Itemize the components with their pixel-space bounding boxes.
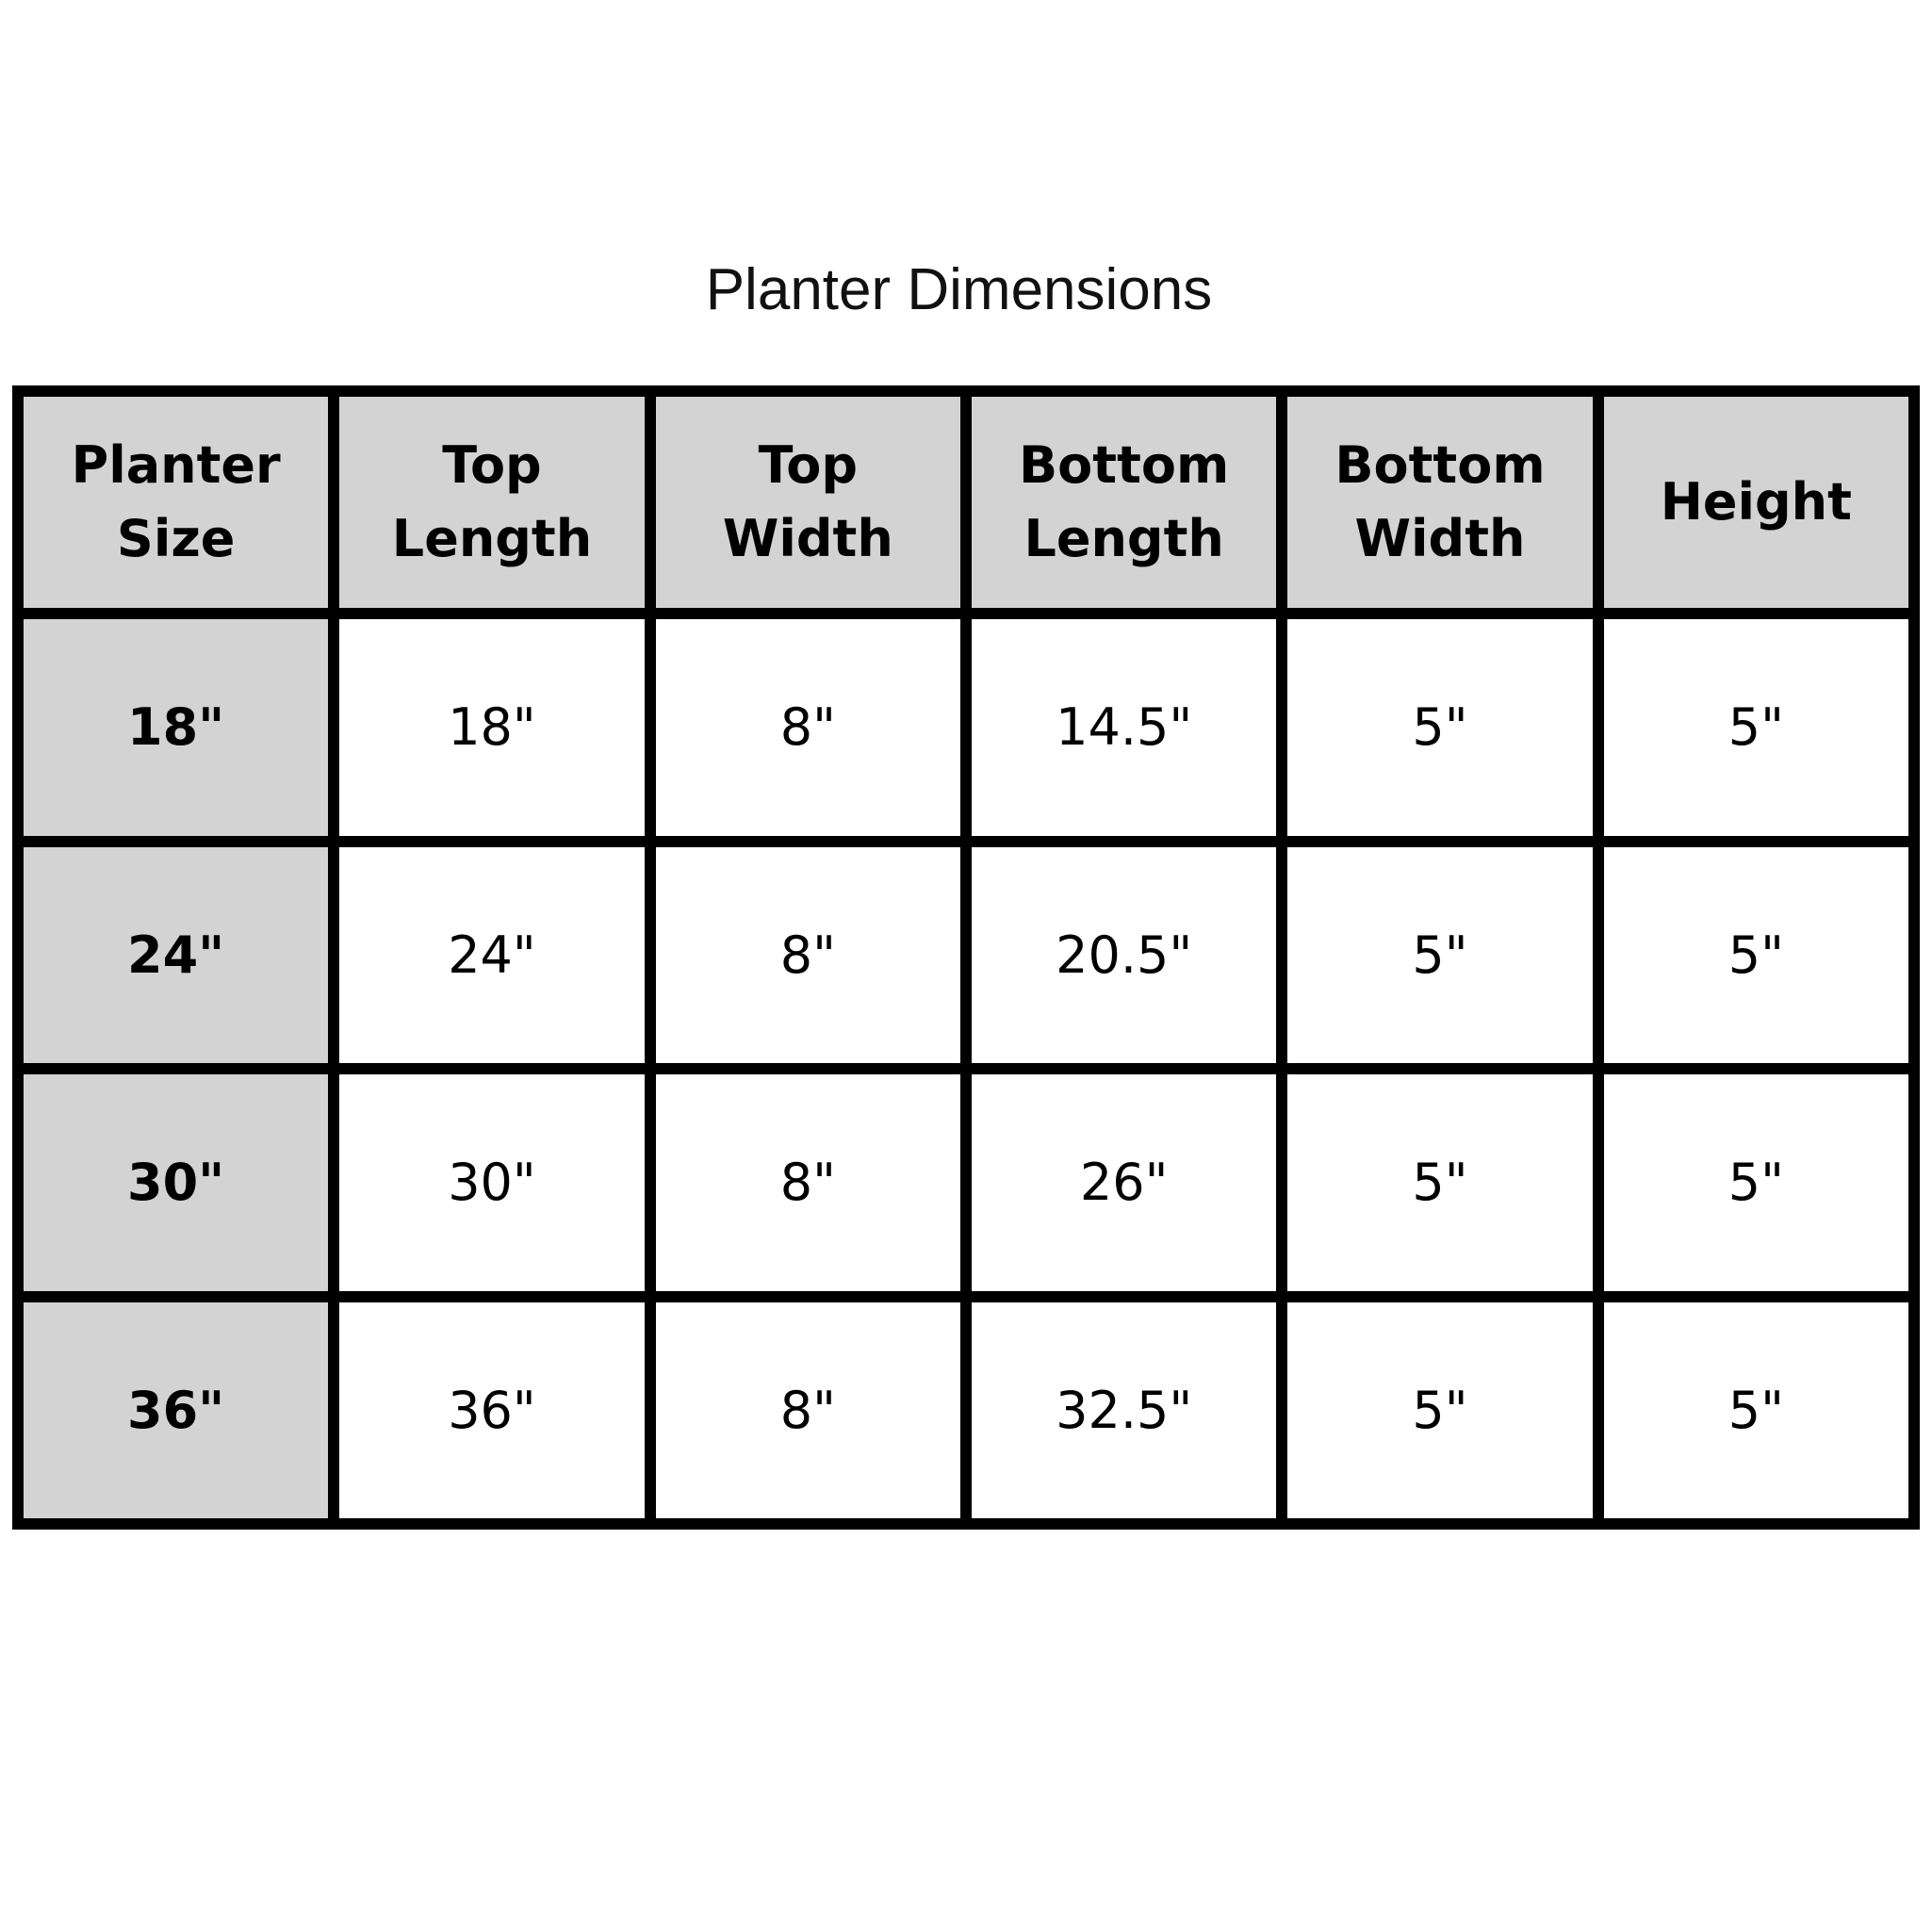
header-text-line: Size (116, 509, 236, 568)
cell-height: 5" (1592, 835, 1921, 1074)
cell-bottom-length: 32.5" (959, 1290, 1288, 1530)
cell-top-width: 8" (644, 608, 972, 847)
cell-height: 5" (1592, 608, 1921, 847)
cell-bottom-length: 26" (959, 1063, 1288, 1302)
cell-planter-size: 30" (11, 1063, 340, 1302)
header-text-line: Bottom (1019, 435, 1230, 495)
header-text-line: Top (758, 435, 859, 495)
header-text-line: Top (442, 435, 542, 495)
header-text-line: Length (391, 509, 593, 568)
header-text-line: Length (1023, 509, 1224, 568)
table-row: 36" 36" 8" 32.5" 5" 5" (11, 1290, 1921, 1530)
cell-bottom-width: 5" (1276, 1063, 1604, 1302)
header-row: Planter Size Top Length Top Width Bottom Length… (11, 385, 1921, 619)
cell-top-width: 8" (644, 1063, 972, 1302)
header-planter-size: Planter Size (11, 385, 340, 619)
cell-top-length: 36" (328, 1290, 656, 1530)
table-row: 24" 24" 8" 20.5" 5" 5" (11, 835, 1921, 1074)
cell-height: 5" (1592, 1290, 1921, 1530)
cell-planter-size: 24" (11, 835, 340, 1074)
cell-bottom-width: 5" (1276, 1290, 1604, 1530)
header-top-length: Top Length (328, 385, 656, 619)
header-text-line: Height (1660, 472, 1852, 532)
header-text-line: Planter (71, 435, 281, 495)
cell-bottom-length: 14.5" (959, 608, 1288, 847)
header-text-line: Width (1354, 509, 1526, 568)
cell-height: 5" (1592, 1063, 1921, 1302)
page-title: Planter Dimensions (705, 257, 1213, 322)
table-row: 18" 18" 8" 14.5" 5" 5" (11, 608, 1921, 847)
cell-top-width: 8" (644, 1290, 972, 1530)
header-top-width: Top Width (644, 385, 972, 619)
planter-dimensions-table: Planter Size Top Length Top Width Bottom Length… (11, 385, 1921, 1530)
cell-top-width: 8" (644, 835, 972, 1074)
cell-bottom-length: 20.5" (959, 835, 1288, 1074)
header-bottom-length: Bottom Length (959, 385, 1288, 619)
cell-bottom-width: 5" (1276, 608, 1604, 847)
cell-top-length: 30" (328, 1063, 656, 1302)
header-bottom-width: Bottom Width (1276, 385, 1604, 619)
cell-top-length: 18" (328, 608, 656, 847)
header-height: Height (1592, 385, 1921, 619)
cell-planter-size: 36" (11, 1290, 340, 1530)
table-row: 30" 30" 8" 26" 5" 5" (11, 1063, 1921, 1302)
header-text-line: Bottom (1334, 435, 1546, 495)
cell-top-length: 24" (328, 835, 656, 1074)
header-text-line: Width (722, 509, 893, 568)
cell-planter-size: 18" (11, 608, 340, 847)
cell-bottom-width: 5" (1276, 835, 1604, 1074)
